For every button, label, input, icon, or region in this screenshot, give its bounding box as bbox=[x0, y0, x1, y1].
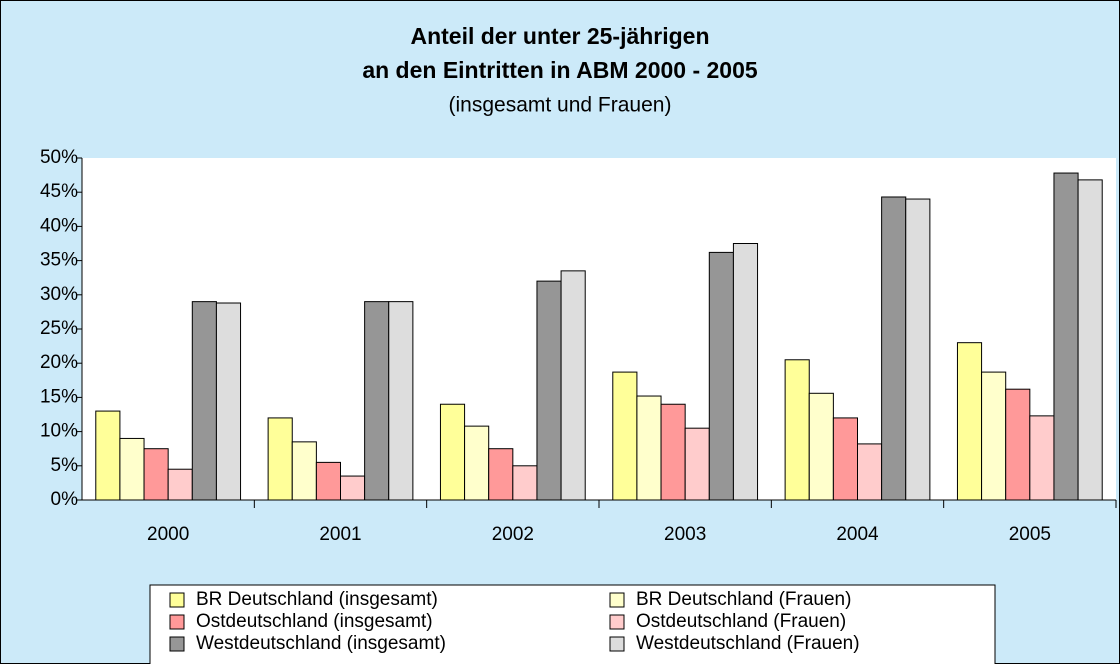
chart-title: Anteil der unter 25-jährigen bbox=[410, 23, 709, 49]
bar bbox=[732, 243, 759, 501]
bar bbox=[881, 196, 907, 501]
bar bbox=[536, 280, 562, 501]
legend-label: Ostdeutschland (insgesamt) bbox=[196, 611, 433, 632]
bar bbox=[1053, 172, 1079, 501]
bar bbox=[636, 395, 662, 501]
legend-label: BR Deutschland (Frauen) bbox=[636, 589, 851, 610]
bar bbox=[612, 371, 638, 501]
bar bbox=[364, 301, 390, 501]
bar bbox=[488, 448, 514, 501]
legend-label: BR Deutschland (insgesamt) bbox=[196, 589, 438, 610]
y-tick-label: 35% bbox=[40, 250, 78, 271]
x-tick-label: 2001 bbox=[319, 524, 361, 545]
y-tick-label: 40% bbox=[40, 215, 78, 236]
x-tick-label: 2004 bbox=[836, 524, 879, 545]
legend-label: Westdeutschland (insgesamt) bbox=[196, 633, 446, 654]
bar bbox=[291, 441, 317, 501]
y-tick-label: 20% bbox=[40, 352, 78, 373]
y-tick-label: 25% bbox=[40, 318, 78, 339]
bar bbox=[905, 198, 931, 501]
x-tick-label: 2002 bbox=[492, 524, 534, 545]
bar bbox=[191, 301, 217, 501]
bar bbox=[167, 468, 193, 501]
bar bbox=[981, 371, 1007, 501]
y-tick-label: 45% bbox=[40, 181, 78, 202]
y-tick-label: 15% bbox=[40, 386, 78, 407]
bar bbox=[832, 417, 859, 501]
legend-label: Ostdeutschland (Frauen) bbox=[636, 611, 846, 632]
x-tick-label: 2005 bbox=[1009, 524, 1051, 545]
legend-swatch bbox=[609, 636, 625, 652]
bar bbox=[267, 417, 293, 501]
bar bbox=[315, 461, 341, 501]
legend-swatch bbox=[169, 614, 185, 630]
x-tick-label: 2003 bbox=[664, 524, 706, 545]
legend-swatch bbox=[169, 636, 185, 652]
bar bbox=[1029, 415, 1055, 501]
bar bbox=[439, 403, 466, 501]
bar bbox=[388, 301, 414, 501]
bar bbox=[956, 342, 983, 501]
legend-swatch bbox=[609, 614, 625, 630]
bar bbox=[215, 302, 242, 501]
bar bbox=[560, 270, 586, 501]
legend-swatch bbox=[609, 592, 625, 608]
chart-subtitle: (insgesamt und Frauen) bbox=[449, 94, 672, 117]
bar bbox=[95, 410, 121, 501]
chart-title: an den Eintritten in ABM 2000 - 2005 bbox=[362, 57, 758, 83]
legend-label: Westdeutschland (Frauen) bbox=[636, 633, 860, 654]
y-tick-label: 50% bbox=[40, 147, 78, 168]
legend-box bbox=[149, 584, 996, 664]
plot-area bbox=[82, 158, 1116, 500]
bar bbox=[684, 427, 710, 501]
y-tick-label: 0% bbox=[51, 489, 79, 510]
bar bbox=[143, 448, 169, 501]
bar bbox=[808, 392, 834, 501]
bar bbox=[1005, 388, 1031, 501]
legend-swatch bbox=[169, 592, 185, 608]
y-tick-label: 30% bbox=[40, 284, 78, 305]
x-tick-label: 2000 bbox=[147, 524, 189, 545]
bar bbox=[1077, 179, 1103, 501]
bar bbox=[708, 251, 734, 501]
bar bbox=[660, 403, 686, 501]
bar bbox=[119, 437, 145, 501]
bar bbox=[340, 475, 366, 501]
bar bbox=[784, 359, 810, 501]
bar bbox=[464, 425, 490, 501]
y-tick-label: 5% bbox=[51, 455, 79, 476]
y-tick-label: 10% bbox=[40, 421, 78, 442]
bar bbox=[512, 465, 538, 501]
bar bbox=[857, 443, 883, 501]
